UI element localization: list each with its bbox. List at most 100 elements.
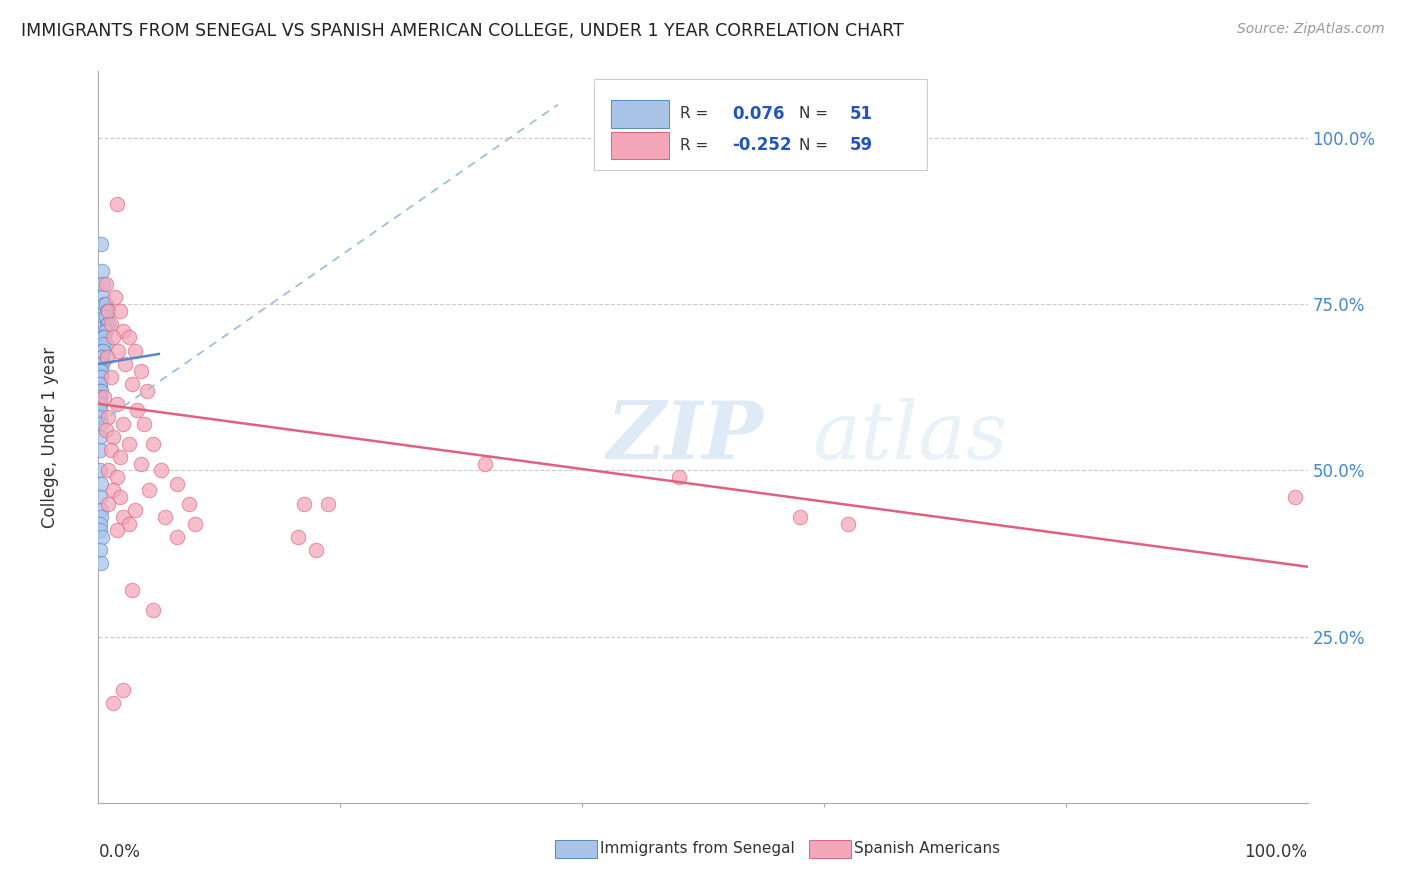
Point <box>89 543 111 558</box>
Point <box>90 370 112 384</box>
Point <box>837 516 859 531</box>
Point <box>1284 490 1306 504</box>
Point <box>90 384 112 398</box>
Point <box>118 436 141 450</box>
Point <box>100 443 122 458</box>
Point <box>142 436 165 450</box>
Point <box>90 363 112 377</box>
Point <box>127 403 149 417</box>
Text: IMMIGRANTS FROM SENEGAL VS SPANISH AMERICAN COLLEGE, UNDER 1 YEAR CORRELATION CH: IMMIGRANTS FROM SENEGAL VS SPANISH AMERI… <box>21 22 904 40</box>
Text: College, Under 1 year: College, Under 1 year <box>41 346 59 528</box>
Point <box>111 682 134 697</box>
Point <box>89 523 111 537</box>
Point <box>90 509 112 524</box>
Point <box>97 410 120 425</box>
Point <box>91 337 114 351</box>
Point <box>90 503 112 517</box>
Point <box>101 483 124 498</box>
Point <box>93 310 115 325</box>
FancyBboxPatch shape <box>612 100 669 128</box>
Point <box>93 390 115 404</box>
Point <box>91 351 114 365</box>
Point <box>305 543 328 558</box>
Point <box>89 463 111 477</box>
Point <box>179 497 201 511</box>
Point <box>94 324 117 338</box>
Point <box>121 376 143 391</box>
Point <box>91 277 114 292</box>
Point <box>90 237 112 252</box>
Point <box>89 516 111 531</box>
Point <box>105 470 128 484</box>
Point <box>93 297 115 311</box>
Point <box>111 417 134 431</box>
Point <box>91 264 114 278</box>
Point <box>89 384 111 398</box>
Text: 59: 59 <box>849 136 873 154</box>
Point <box>89 376 111 391</box>
Point <box>89 390 111 404</box>
Text: -0.252: -0.252 <box>733 136 792 154</box>
Point <box>668 470 690 484</box>
Point <box>91 330 114 344</box>
Point <box>89 397 111 411</box>
Point <box>287 530 309 544</box>
Point <box>100 370 122 384</box>
Point <box>97 497 120 511</box>
Text: Source: ZipAtlas.com: Source: ZipAtlas.com <box>1237 22 1385 37</box>
Point <box>789 509 811 524</box>
Text: N =: N = <box>799 138 828 153</box>
Text: 0.0%: 0.0% <box>98 843 141 861</box>
Point <box>124 503 146 517</box>
Text: R =: R = <box>681 106 709 121</box>
Point <box>90 357 112 371</box>
Point <box>100 317 122 331</box>
Point <box>97 317 120 331</box>
FancyBboxPatch shape <box>555 840 596 858</box>
Point <box>121 582 143 597</box>
Point <box>105 523 128 537</box>
Point <box>90 417 112 431</box>
Point <box>90 557 112 571</box>
Point <box>91 343 114 358</box>
Point <box>108 450 131 464</box>
Text: N =: N = <box>799 106 828 121</box>
Text: ZIP: ZIP <box>606 399 763 475</box>
Point <box>94 310 117 325</box>
FancyBboxPatch shape <box>810 840 851 858</box>
Point <box>91 343 114 358</box>
Point <box>138 483 160 498</box>
Point <box>166 530 188 544</box>
Point <box>94 297 117 311</box>
Point <box>101 430 124 444</box>
Point <box>89 403 111 417</box>
Point <box>96 351 118 365</box>
Point <box>94 277 117 292</box>
Point <box>94 424 117 438</box>
Text: Immigrants from Senegal: Immigrants from Senegal <box>600 841 794 856</box>
Point <box>118 516 141 531</box>
Point <box>153 509 176 524</box>
Point <box>91 290 114 304</box>
Point <box>97 303 120 318</box>
Point <box>134 417 156 431</box>
Point <box>184 516 207 531</box>
Point <box>96 317 118 331</box>
Point <box>96 303 118 318</box>
Point <box>94 337 117 351</box>
Point <box>111 509 134 524</box>
Point <box>129 457 152 471</box>
Text: atlas: atlas <box>811 399 1007 475</box>
FancyBboxPatch shape <box>612 131 669 160</box>
Point <box>101 696 124 710</box>
Point <box>90 370 112 384</box>
Point <box>124 343 146 358</box>
FancyBboxPatch shape <box>595 78 927 170</box>
Point <box>105 197 128 211</box>
Text: 100.0%: 100.0% <box>1244 843 1308 861</box>
Point <box>142 603 165 617</box>
Point <box>316 497 339 511</box>
Point <box>101 330 124 344</box>
Point <box>104 290 127 304</box>
Point <box>108 490 131 504</box>
